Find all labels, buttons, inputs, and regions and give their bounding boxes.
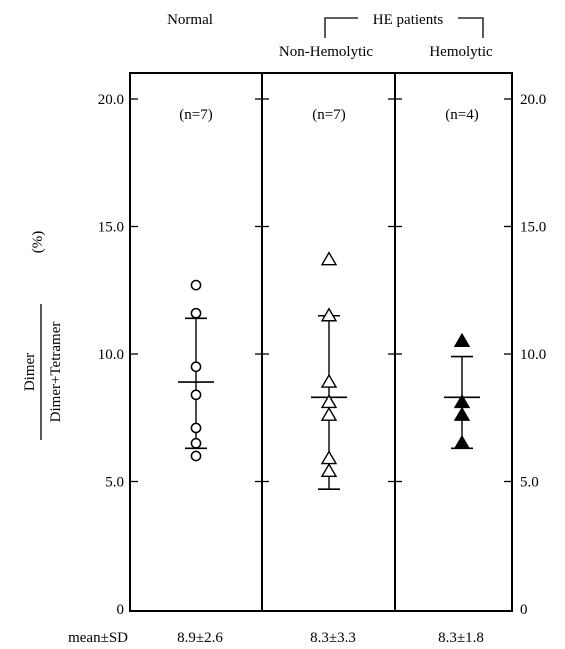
bracket-left [324, 17, 358, 38]
ytick-label-right: 15.0 [520, 220, 546, 236]
group-n-label: (n=7) [312, 107, 345, 123]
he-patients-bracket: HE patients [324, 12, 484, 38]
bracket-right [458, 17, 484, 38]
ytick-label-right: 20.0 [520, 92, 546, 108]
data-point [190, 307, 202, 319]
ytick-label-left: 15.0 [98, 220, 124, 236]
group-summary: 8.3±1.8 [438, 630, 484, 646]
plot-frame [129, 72, 513, 612]
ytick-label-right: 5.0 [520, 475, 539, 491]
data-point [320, 373, 338, 388]
data-point [320, 251, 338, 266]
data-point [190, 389, 202, 401]
ytick-label-right: 0 [520, 602, 528, 618]
data-point [190, 422, 202, 434]
data-point [453, 434, 471, 449]
ylabel-denominator: Dimer+Tetramer [48, 322, 64, 423]
ytick-label-left: 5.0 [105, 475, 124, 491]
group-n-label: (n=4) [445, 107, 478, 123]
ylabel-numerator: Dimer [22, 353, 38, 391]
ytick-label-left: 0 [117, 602, 125, 618]
group-summary: 8.3±3.3 [310, 630, 356, 646]
ytick-label-left: 20.0 [98, 92, 124, 108]
data-layer: 0 0 5.0 5.0 10.0 10.0 15.0 15.0 20.0 20.0 Normal (n… [68, 12, 546, 646]
data-point [190, 361, 202, 373]
ytick-label-right: 10.0 [520, 347, 546, 363]
data-point [453, 406, 471, 421]
ytick-label-left: 10.0 [98, 347, 124, 363]
group-n-label: (n=7) [179, 107, 212, 123]
group-label: Hemolytic [429, 44, 493, 60]
data-point [453, 332, 471, 347]
group-label: Normal [167, 12, 213, 28]
group-label: Non-Hemolytic [279, 44, 373, 60]
group-header: HE patients [373, 12, 444, 28]
data-point [190, 450, 202, 462]
data-point [320, 450, 338, 465]
group-summary: 8.9±2.6 [177, 630, 223, 646]
summary-row-label: mean±SD [68, 630, 128, 646]
data-point [320, 462, 338, 477]
data-point [190, 437, 202, 449]
data-point [320, 406, 338, 421]
data-point [320, 307, 338, 322]
ylabel-unit: (%) [30, 231, 46, 254]
data-point [190, 279, 202, 291]
y-axis-label: Dimer Dimer+Tetramer (%) [22, 231, 64, 440]
